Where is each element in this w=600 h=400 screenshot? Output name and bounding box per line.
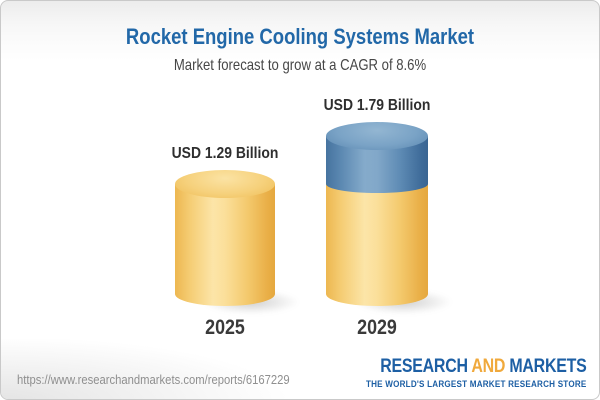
cylinder-cap <box>326 122 428 151</box>
page-title: Rocket Engine Cooling Systems Market <box>125 24 475 49</box>
logo-word-markets: MARKETS <box>508 356 586 377</box>
cylinder-cap <box>175 170 275 199</box>
brand-logo-tagline: THE WORLD'S LARGEST MARKET RESEARCH STOR… <box>365 379 586 389</box>
bar-value-label: USD 1.29 Billion <box>171 145 279 163</box>
bar-category-label: 2029 <box>357 316 397 339</box>
logo-word-and: AND <box>470 356 505 377</box>
bar-group-2029: USD 1.79 Billion 2029 <box>323 1 453 399</box>
cylinder-body <box>175 184 275 306</box>
logo-word-research: RESEARCH <box>379 356 468 377</box>
bar-value-label: USD 1.79 Billion <box>323 97 431 115</box>
brand-logo: RESEARCH AND MARKETS THE WORLD'S LARGEST… <box>333 356 587 389</box>
bar-group-2025: USD 1.29 Billion 2025 <box>172 1 299 399</box>
bar-category-label: 2025 <box>205 316 245 339</box>
brand-logo-wordmark: RESEARCH AND MARKETS <box>373 356 587 377</box>
cylinder-body <box>326 184 428 306</box>
report-url-link[interactable]: https://www.researchandmarkets.com/repor… <box>17 373 290 387</box>
page-subtitle: Market forecast to grow at a CAGR of 8.6… <box>173 57 427 74</box>
